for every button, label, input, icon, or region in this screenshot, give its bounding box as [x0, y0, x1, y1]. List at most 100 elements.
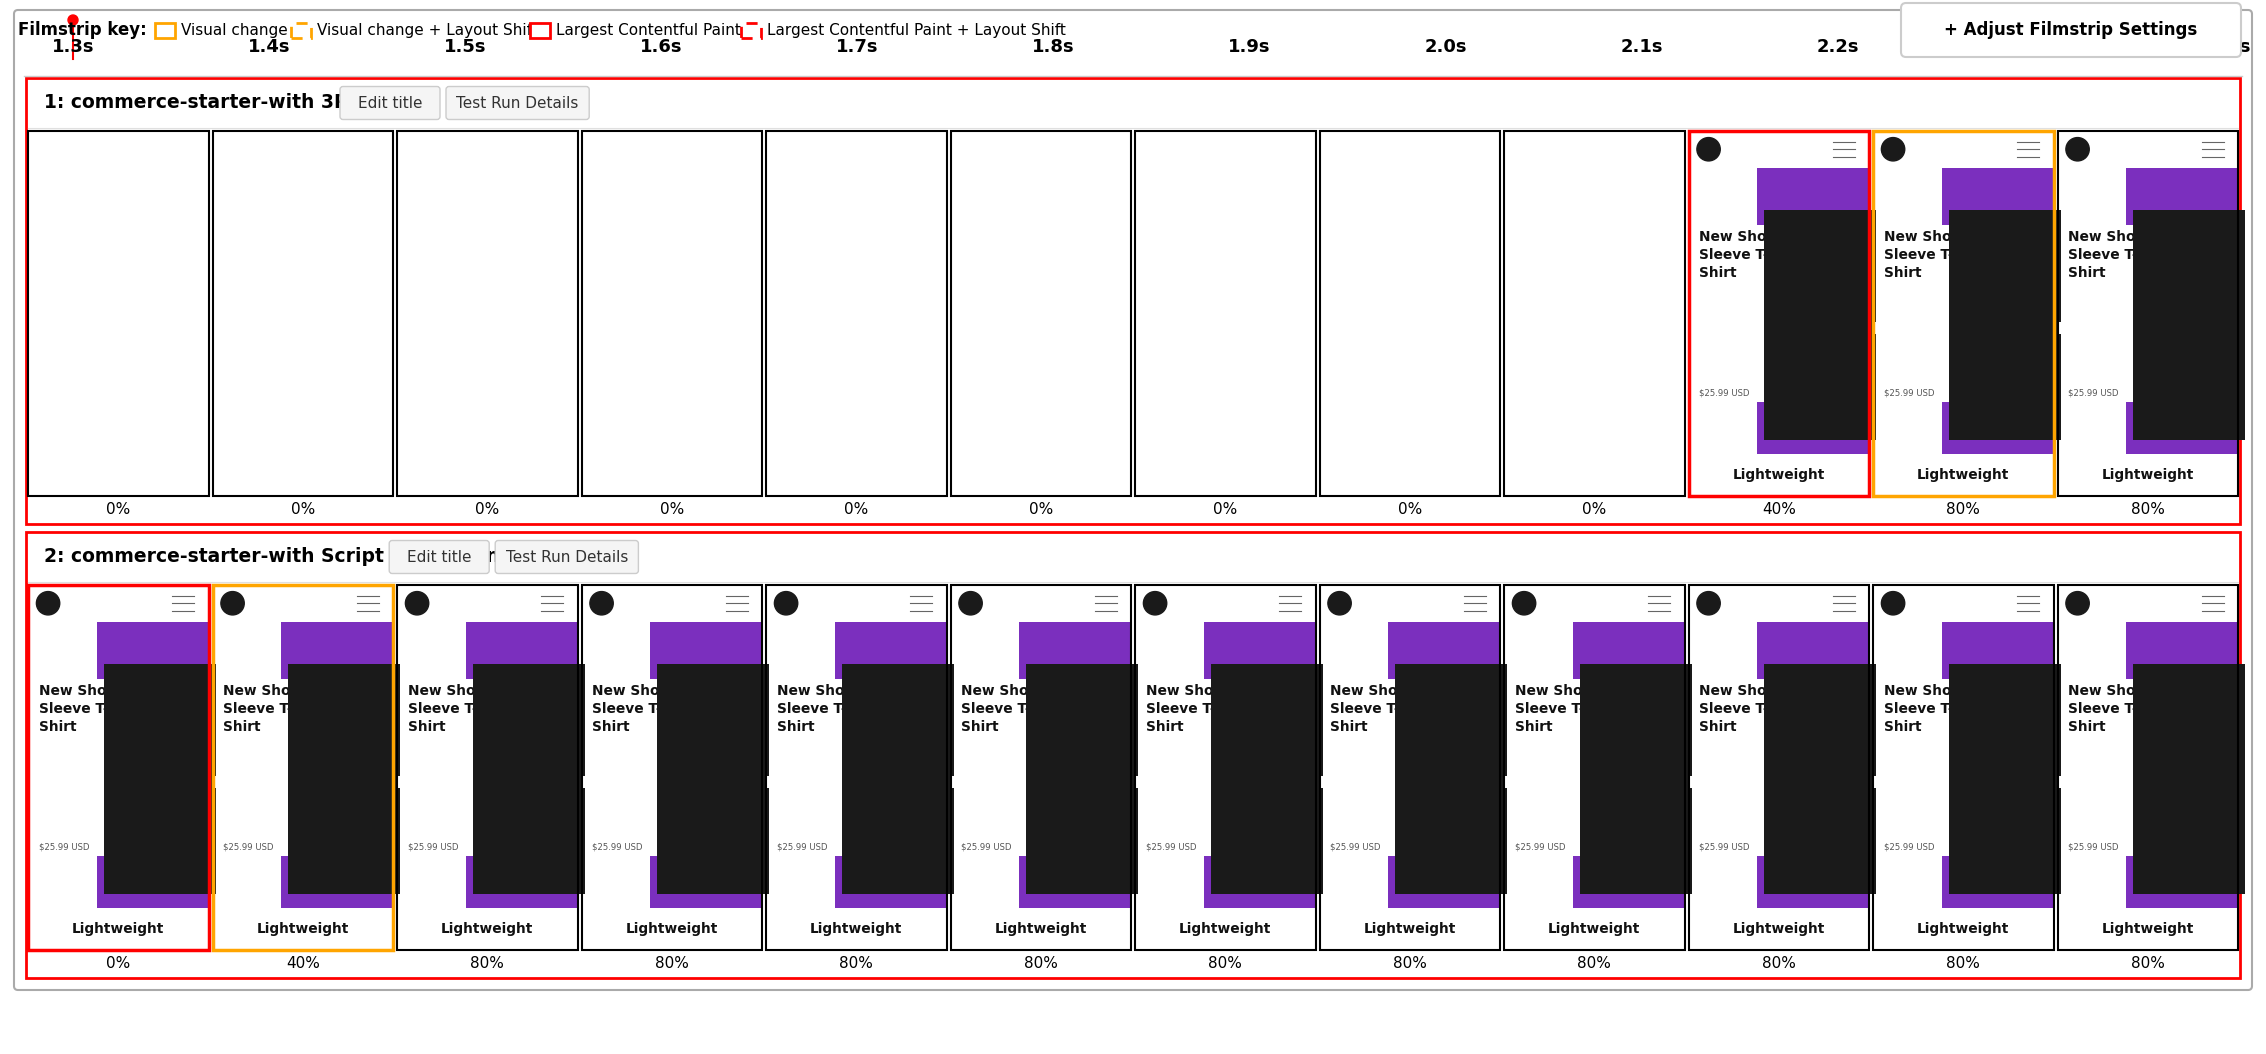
Bar: [834, 622, 947, 909]
Bar: [397, 131, 578, 496]
Bar: [1135, 679, 1240, 857]
Bar: [1135, 585, 1317, 950]
Text: 2.2s: 2.2s: [1817, 38, 1858, 56]
Bar: [1319, 131, 1500, 496]
Text: New Short
Sleeve T-
Shirt: New Short Sleeve T- Shirt: [39, 684, 120, 734]
Bar: [1505, 776, 1577, 787]
Bar: [582, 585, 761, 622]
Bar: [766, 131, 947, 496]
Text: 1.3s: 1.3s: [52, 38, 95, 56]
Bar: [582, 909, 761, 950]
Bar: [2058, 585, 2239, 950]
Text: 40%: 40%: [1761, 503, 1795, 518]
Text: 0%: 0%: [107, 503, 131, 518]
Text: 0%: 0%: [290, 503, 315, 518]
Bar: [1874, 909, 2053, 950]
Bar: [1688, 909, 1869, 950]
Text: 2.3s: 2.3s: [2012, 38, 2055, 56]
Circle shape: [1881, 591, 1906, 614]
Text: 0%: 0%: [1029, 503, 1054, 518]
Text: New Short
Sleeve T-
Shirt: New Short Sleeve T- Shirt: [1700, 684, 1781, 734]
Bar: [1874, 776, 1944, 787]
Bar: [154, 22, 174, 38]
Circle shape: [775, 591, 798, 614]
Bar: [1020, 622, 1131, 909]
Bar: [949, 909, 1131, 950]
Text: New Short
Sleeve T-
Shirt: New Short Sleeve T- Shirt: [591, 684, 673, 734]
Bar: [949, 131, 1131, 496]
Text: New Short
Sleeve T-
Shirt: New Short Sleeve T- Shirt: [777, 684, 859, 734]
Bar: [1688, 585, 1869, 622]
Circle shape: [2067, 138, 2089, 161]
Bar: [27, 585, 208, 950]
Bar: [397, 679, 501, 857]
Text: 0%: 0%: [659, 503, 684, 518]
Bar: [397, 585, 578, 622]
Text: New Short
Sleeve T-
Shirt: New Short Sleeve T- Shirt: [1147, 684, 1226, 734]
Text: 80%: 80%: [1946, 956, 1980, 972]
Bar: [766, 585, 947, 950]
Bar: [1505, 585, 1684, 950]
Bar: [766, 585, 947, 622]
Text: New Short
Sleeve T-
Shirt: New Short Sleeve T- Shirt: [1883, 230, 1965, 280]
Bar: [766, 131, 947, 496]
Bar: [1319, 585, 1500, 950]
Text: Lightweight: Lightweight: [625, 922, 718, 936]
Bar: [213, 131, 392, 496]
Bar: [741, 22, 761, 38]
Bar: [1874, 131, 2053, 168]
Text: 1.4s: 1.4s: [247, 38, 290, 56]
Text: New Short
Sleeve T-
Shirt: New Short Sleeve T- Shirt: [224, 684, 304, 734]
Text: 0%: 0%: [476, 503, 499, 518]
Text: 0%: 0%: [1582, 503, 1607, 518]
Bar: [2126, 622, 2239, 909]
Bar: [1389, 622, 1500, 909]
Text: Largest Contentful Paint + Layout Shift: Largest Contentful Paint + Layout Shift: [766, 22, 1065, 38]
Bar: [1505, 131, 1684, 496]
Bar: [1688, 323, 1761, 334]
Text: $25.99 USD: $25.99 USD: [1700, 843, 1749, 852]
Bar: [1135, 131, 1317, 496]
Bar: [1874, 225, 1978, 403]
Bar: [397, 909, 578, 950]
Bar: [1135, 909, 1317, 950]
Bar: [1942, 622, 2053, 909]
Bar: [1942, 168, 2053, 454]
Text: 0%: 0%: [1212, 503, 1237, 518]
Bar: [949, 585, 1131, 950]
Text: New Short
Sleeve T-
Shirt: New Short Sleeve T- Shirt: [1516, 684, 1595, 734]
Circle shape: [1697, 138, 1720, 161]
Bar: [1505, 131, 1684, 496]
Bar: [841, 664, 954, 894]
Bar: [1756, 622, 1869, 909]
Bar: [2058, 225, 2162, 403]
Bar: [1579, 664, 1693, 894]
Bar: [1688, 131, 1869, 168]
Bar: [1319, 776, 1391, 787]
Bar: [213, 909, 392, 950]
Text: Visual change + Layout Shift: Visual change + Layout Shift: [317, 22, 537, 38]
Bar: [213, 679, 317, 857]
Bar: [397, 585, 578, 950]
Circle shape: [959, 591, 981, 614]
Text: Filmstrip key:: Filmstrip key:: [18, 21, 147, 39]
Text: 2: commerce-starter-with Script component: 2: commerce-starter-with Script componen…: [43, 547, 508, 566]
Text: 1: commerce-starter-with 3P scripts: 1: commerce-starter-with 3P scripts: [43, 94, 426, 113]
Text: 1.5s: 1.5s: [444, 38, 487, 56]
Text: 80%: 80%: [1208, 956, 1242, 972]
Bar: [2132, 664, 2246, 894]
Text: 1.9s: 1.9s: [1228, 38, 1271, 56]
Bar: [2126, 168, 2239, 454]
Bar: [1203, 622, 1317, 909]
FancyBboxPatch shape: [446, 86, 589, 119]
Text: New Short
Sleeve T-
Shirt: New Short Sleeve T- Shirt: [961, 684, 1042, 734]
Bar: [397, 776, 469, 787]
Text: 80%: 80%: [655, 956, 689, 972]
Text: Lightweight: Lightweight: [1364, 922, 1457, 936]
Bar: [27, 131, 208, 496]
Bar: [949, 585, 1131, 950]
Text: Lightweight: Lightweight: [1917, 922, 2010, 936]
Bar: [1688, 585, 1869, 950]
Bar: [397, 131, 578, 496]
Text: $25.99 USD: $25.99 USD: [408, 843, 458, 852]
